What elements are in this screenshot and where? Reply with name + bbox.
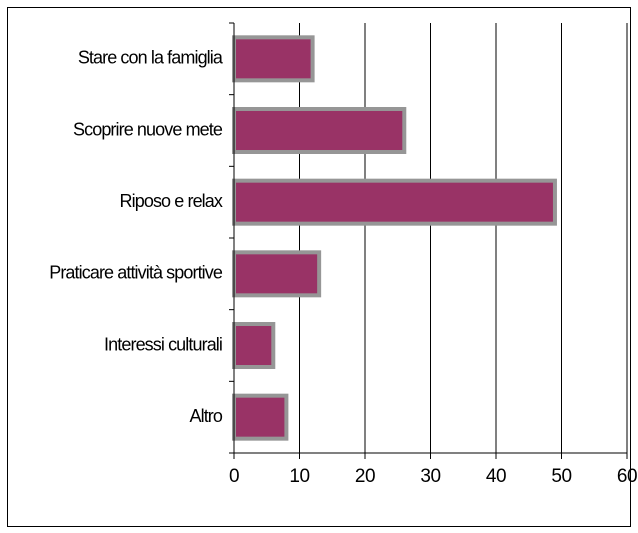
category-label: Riposo e relax: [120, 191, 223, 211]
bar: [234, 396, 286, 439]
bar: [234, 109, 404, 152]
x-tick-label: 30: [420, 466, 440, 487]
x-tick-label: 0: [229, 466, 239, 487]
category-label: Scoprire nuove mete: [73, 119, 223, 139]
x-tick-label: 10: [289, 466, 309, 487]
bar: [234, 181, 555, 224]
bars: [234, 37, 555, 438]
x-tick-label: 50: [551, 466, 571, 487]
category-label: Stare con la famiglia: [78, 48, 224, 68]
category-label: Praticare attività sportive: [49, 263, 223, 283]
axes: [229, 23, 627, 459]
bar: [234, 37, 313, 80]
bar: [234, 324, 273, 367]
category-label: Interessi culturali: [104, 334, 222, 354]
gridlines: [300, 23, 628, 453]
bar: [234, 252, 319, 295]
x-tick-label: 20: [355, 466, 375, 487]
x-tick-label: 40: [486, 466, 506, 487]
category-label: Altro: [189, 406, 222, 426]
x-tick-label: 60: [617, 466, 637, 487]
